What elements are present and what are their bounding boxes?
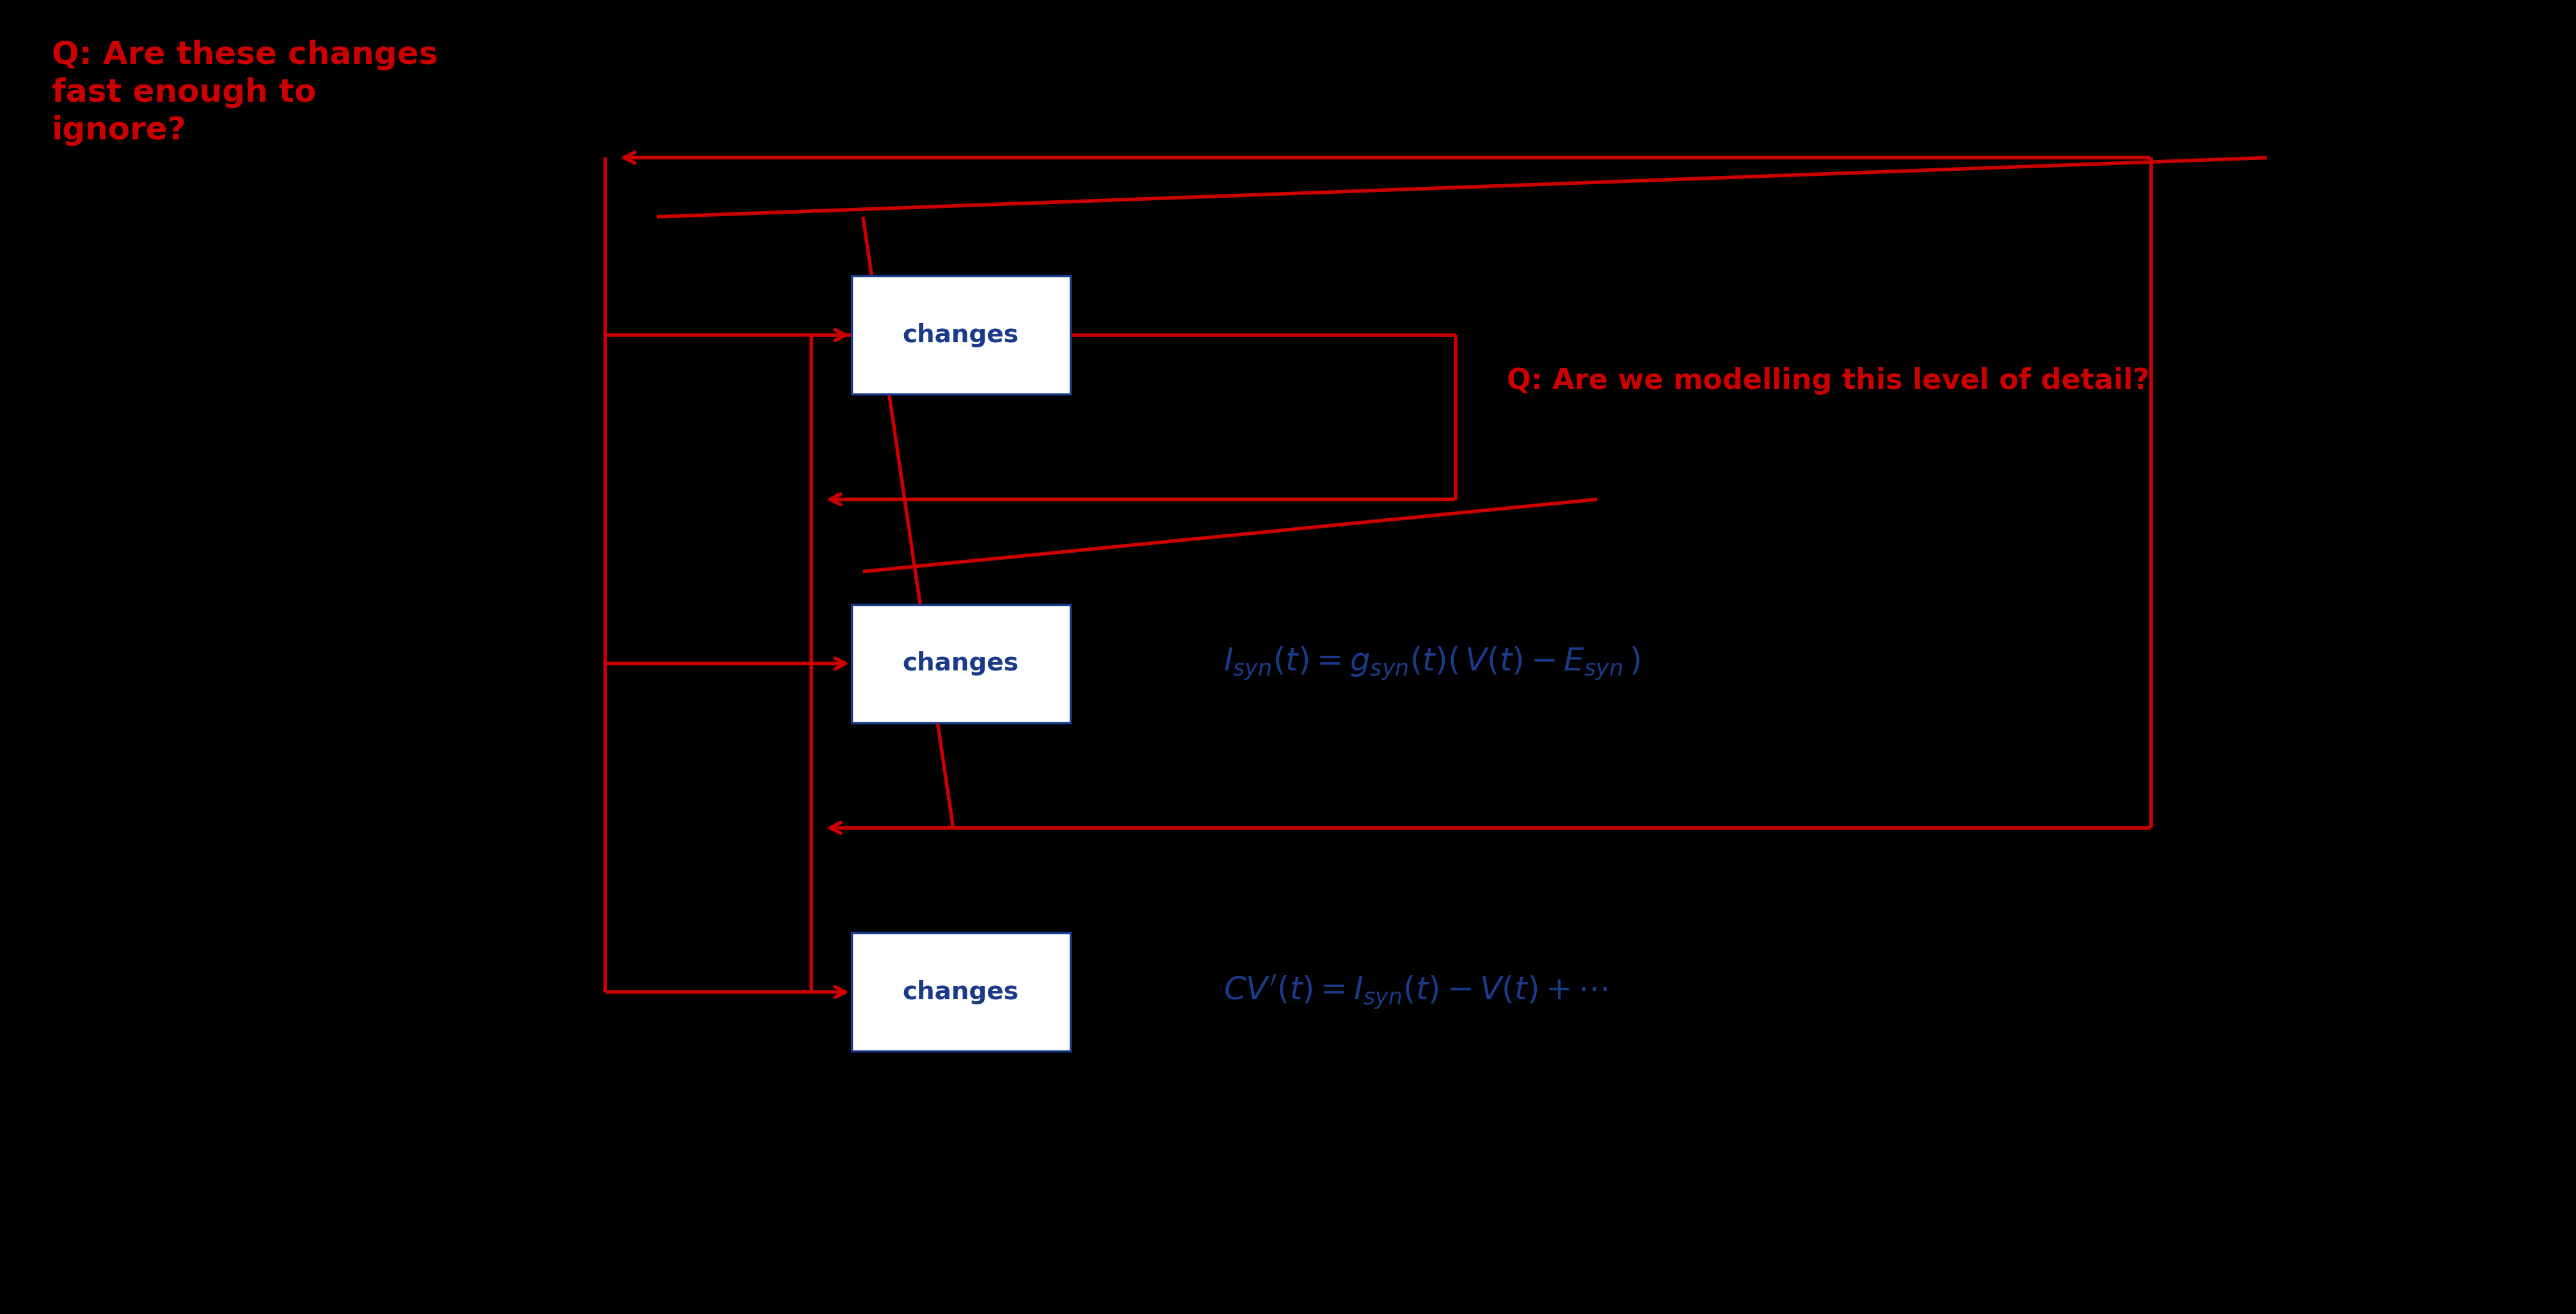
FancyBboxPatch shape [850, 604, 1072, 723]
Text: changes: changes [902, 980, 1020, 1004]
Text: $CV'(t) = I_{syn}(t) - V(t) + \cdots$: $CV'(t) = I_{syn}(t) - V(t) + \cdots$ [1224, 974, 1607, 1010]
Text: changes: changes [902, 652, 1020, 675]
Text: Q: Are we modelling this level of detail?: Q: Are we modelling this level of detail… [1507, 368, 2148, 394]
Text: Q: Are these changes
fast enough to
ignore?: Q: Are these changes fast enough to igno… [52, 39, 438, 146]
Text: $I_{syn}(t) = g_{syn}(t)(\,V(t) - E_{syn}\,)$: $I_{syn}(t) = g_{syn}(t)(\,V(t) - E_{syn… [1224, 645, 1641, 682]
FancyBboxPatch shape [850, 276, 1072, 394]
FancyBboxPatch shape [850, 933, 1072, 1051]
Text: changes: changes [902, 323, 1020, 347]
